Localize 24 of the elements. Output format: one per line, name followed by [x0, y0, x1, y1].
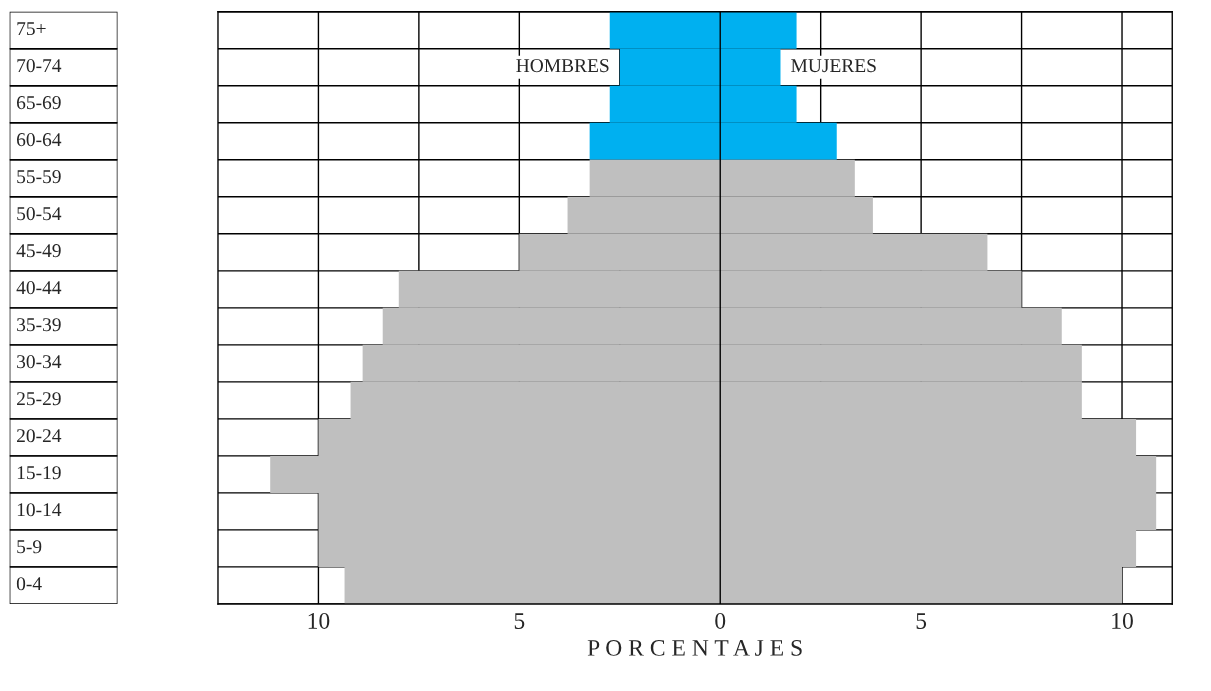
- y-tick-label: 40-44: [16, 281, 62, 295]
- y-tick-label: 25-29: [17, 392, 61, 406]
- x-tick-label: 5: [916, 613, 927, 629]
- y-tick-label: 65-69: [16, 96, 61, 110]
- y-tick-label: 75+: [17, 22, 46, 36]
- y-tick-label: 20-24: [17, 429, 62, 443]
- y-tick-label: 30-34: [17, 355, 62, 369]
- x-tick-label: 10: [1112, 612, 1133, 629]
- y-tick-label: 70-74: [17, 59, 62, 73]
- y-tick-label: 50-54: [17, 207, 62, 221]
- x-axis-title: P O R C E N T A J E S: [587, 639, 802, 656]
- y-tick-label: 35-39: [17, 318, 61, 332]
- series-label: MUJERES: [791, 59, 876, 73]
- x-tick-label: 0: [715, 612, 726, 629]
- x-tick-label: 5: [514, 613, 525, 629]
- y-tick-label: 45-49: [16, 244, 61, 258]
- y-tick-label: 10-14: [17, 503, 62, 517]
- y-tick-label: 0-4: [16, 577, 42, 591]
- x-tick-label: 10: [308, 612, 330, 629]
- y-tick-label: 55-59: [17, 170, 61, 184]
- y-tick-label: 60-64: [16, 133, 62, 147]
- series-label: HOMBRES: [516, 59, 609, 73]
- y-tick-label: 15-19: [17, 466, 61, 480]
- y-tick-label: 5-9: [17, 540, 42, 554]
